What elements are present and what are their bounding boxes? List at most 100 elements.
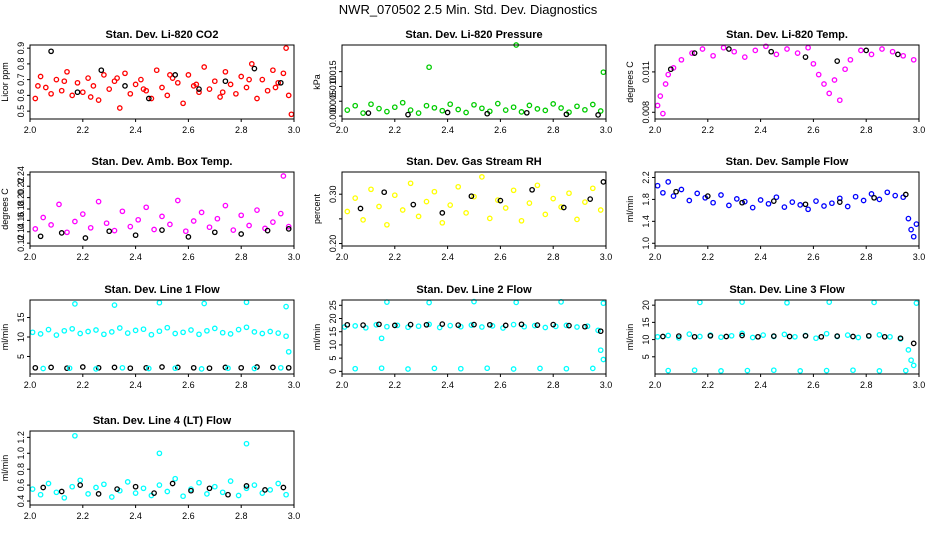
data-point xyxy=(114,75,120,81)
data-point xyxy=(124,330,131,336)
data-point xyxy=(145,95,152,102)
x-tick-label: 2.0 xyxy=(649,252,662,262)
data-point xyxy=(884,189,891,196)
data-point xyxy=(222,202,229,209)
data-point xyxy=(29,486,36,492)
x-tick-label: 2.6 xyxy=(182,380,195,390)
data-point xyxy=(876,331,883,338)
data-point xyxy=(48,48,54,55)
data-point xyxy=(757,197,764,203)
x-tick-label: 2.4 xyxy=(754,380,767,390)
data-point xyxy=(665,332,672,339)
data-point xyxy=(206,86,213,92)
data-point xyxy=(95,491,102,497)
data-point xyxy=(243,485,250,492)
data-point xyxy=(582,199,588,205)
data-point xyxy=(188,487,194,494)
data-point xyxy=(589,101,596,108)
data-point xyxy=(534,182,541,189)
data-point xyxy=(140,326,147,333)
data-point xyxy=(431,188,438,195)
data-point xyxy=(534,322,541,328)
data-point xyxy=(858,47,864,54)
y-tick-label: 1.8 xyxy=(641,193,651,206)
data-point xyxy=(238,73,245,80)
data-point xyxy=(821,81,827,87)
data-point xyxy=(868,51,875,58)
data-point xyxy=(122,70,128,77)
data-point xyxy=(560,204,567,211)
data-point xyxy=(172,72,179,78)
data-point xyxy=(905,215,912,222)
data-point xyxy=(159,227,165,233)
data-point xyxy=(32,226,39,232)
series-subset xyxy=(357,179,607,216)
data-point xyxy=(132,327,139,334)
data-point xyxy=(534,106,541,112)
data-point xyxy=(285,226,292,232)
data-point xyxy=(391,192,398,199)
series-all xyxy=(32,173,292,236)
data-point xyxy=(600,69,607,76)
data-point xyxy=(471,298,477,305)
data-point xyxy=(37,491,44,498)
data-point xyxy=(198,209,205,216)
data-point xyxy=(222,78,229,85)
data-point xyxy=(502,107,509,113)
y-tick-label: 0.16 xyxy=(16,212,26,230)
x-tick-label: 2.2 xyxy=(77,252,90,262)
data-point xyxy=(486,215,493,222)
x-tick-label: 2.8 xyxy=(235,252,248,262)
data-point xyxy=(887,333,893,340)
data-point xyxy=(264,87,271,94)
series-subset xyxy=(660,332,917,347)
y-tick-label: 5 xyxy=(16,354,26,359)
data-point xyxy=(471,321,477,328)
data-point xyxy=(686,331,693,337)
data-point xyxy=(48,90,54,97)
data-point xyxy=(781,204,788,210)
y-tick-label: 0.8 xyxy=(16,58,26,71)
data-point xyxy=(119,208,126,215)
data-point xyxy=(288,111,295,118)
data-point xyxy=(270,67,276,74)
data-point xyxy=(589,365,596,372)
data-point xyxy=(691,50,698,56)
data-point xyxy=(405,366,411,372)
data-point xyxy=(180,493,186,500)
panel-title: Stan. Dev. Gas Stream RH xyxy=(406,156,542,168)
data-point xyxy=(267,328,274,335)
y-tick-label: 15 xyxy=(328,327,338,337)
x-tick-label: 3.0 xyxy=(288,511,301,521)
data-point xyxy=(69,92,76,99)
data-point xyxy=(773,51,780,58)
data-point xyxy=(802,332,809,339)
data-point xyxy=(378,365,385,372)
y-axis-label: ml/min xyxy=(625,324,635,351)
data-point xyxy=(214,215,221,222)
data-point xyxy=(116,325,123,331)
data-point xyxy=(357,205,364,212)
x-tick-label: 2.0 xyxy=(336,252,349,262)
data-point xyxy=(694,190,701,197)
data-point xyxy=(518,109,525,115)
data-point xyxy=(391,322,398,329)
data-point xyxy=(95,198,102,205)
panel-title: Stan. Dev. Li-820 Temp. xyxy=(726,29,848,41)
data-point xyxy=(106,228,113,235)
data-point xyxy=(426,321,432,328)
data-point xyxy=(479,174,485,180)
data-point xyxy=(127,90,134,97)
data-point xyxy=(821,203,827,209)
data-point xyxy=(201,64,208,70)
data-point xyxy=(510,366,517,372)
data-point xyxy=(463,109,469,116)
panel-title: Stan. Dev. Line 4 (LT) Flow xyxy=(93,415,232,427)
data-point xyxy=(660,110,666,117)
x-tick-label: 3.0 xyxy=(600,380,613,390)
data-point xyxy=(48,364,54,371)
data-point xyxy=(103,220,110,227)
data-point xyxy=(665,367,672,374)
data-point xyxy=(494,197,501,203)
